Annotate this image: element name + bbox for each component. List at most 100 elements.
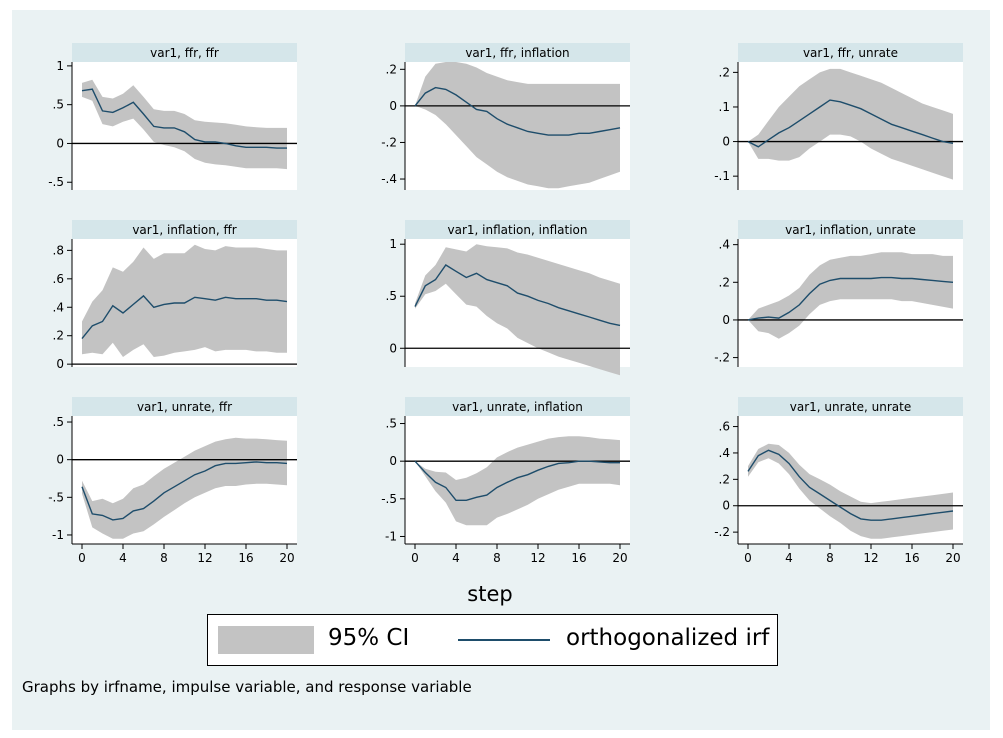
panel-title: var1, inflation, ffr [132,223,236,237]
x-tick-label: 20 [612,551,627,565]
y-tick-label: .2 [719,472,730,486]
x-tick-label: 20 [945,551,960,565]
y-tick-label: .2 [719,275,730,289]
y-tick-label: 0 [722,499,730,513]
irf-line [81,461,288,521]
legend-swatch-ci [218,626,314,654]
y-tick-label: .5 [386,417,397,431]
panel-title: var1, inflation, unrate [785,223,916,237]
panel-title-bar [738,397,963,416]
y-tick-label: -.2 [714,525,730,539]
ci-band [415,436,620,526]
x-tick-label: 12 [197,551,212,565]
x-tick-label: 8 [826,551,834,565]
y-tick-label: .5 [386,289,397,303]
ci-band [748,443,953,539]
y-tick-label: -.1 [714,169,730,183]
y-tick-label: -.5 [48,175,64,189]
y-tick-label: .2 [386,62,397,76]
irf-line [747,276,954,321]
legend-swatch-irf [458,639,550,641]
irf-line [414,264,621,327]
legend-label-ci: 95% CI [328,625,410,651]
y-tick-label: -1 [385,529,397,543]
y-tick-label: 0 [389,99,397,113]
ci-band [415,62,620,189]
panel-6: var1, inflation, unrate -.2 0 .2 .4 [714,220,963,367]
y-tick-label: .4 [53,300,64,314]
legend: 95% CI orthogonalized irf [207,614,778,666]
y-tick-label: .2 [53,329,64,343]
irf-line [414,86,621,136]
panel-title: var1, ffr, unrate [803,46,898,60]
irf-line [414,460,620,501]
x-tick-label: 8 [493,551,501,565]
x-axis-title: step [467,582,513,606]
y-tick-label: -.2 [381,135,397,149]
y-tick-label: -1 [52,528,64,542]
panel-title: var1, unrate, inflation [452,400,583,414]
x-tick-label: 16 [571,551,586,565]
y-tick-label: .5 [53,98,64,112]
panel-title: var1, ffr, inflation [465,46,569,60]
x-tick-label: 16 [904,551,919,565]
irf-line [747,449,954,521]
y-tick-label: 0 [56,453,64,467]
x-tick-label: 12 [863,551,878,565]
panel-title: var1, unrate, ffr [137,400,232,414]
y-tick-label: 0 [389,341,397,355]
panel-4: var1, inflation, ffr 0 .2 .4 .6 .8 [53,220,297,371]
y-tick-label: 0 [722,313,730,327]
y-tick-label: .5 [53,415,64,429]
y-tick-label: .4 [719,446,730,460]
y-tick-label: 0 [56,136,64,150]
irf-line [81,294,288,340]
panel-title-bar [738,220,963,239]
panel-title-bar [405,397,630,416]
panel-8: var1, unrate, inflation -1 -.5 0 .5 0 4 8 12 16 20 [381,397,630,565]
y-tick-label: -.5 [381,492,397,506]
x-tick-label: 4 [452,551,460,565]
panel-7: var1, unrate, ffr -1 -.5 0 .5 0 4 8 12 16 20 [48,397,297,565]
irf-line [747,99,954,148]
legend-label-irf: orthogonalized irf [566,625,770,651]
panel-9: var1, unrate, unrate -.2 0 .2 .4 .6 0 4 8 12 16 20 [714,397,963,565]
y-tick-label: .4 [719,238,730,252]
panel-title-bar [72,43,297,62]
y-tick-label: -.2 [714,351,730,365]
ci-band [748,252,953,339]
x-tick-label: 0 [78,551,86,565]
panel-title-bar [72,220,297,239]
panel-3: var1, ffr, unrate -.1 0 .1 .2 [714,43,963,190]
y-tick-label: 0 [56,357,64,371]
panel-title-bar [405,220,630,239]
y-tick-label: .6 [719,420,730,434]
y-tick-label: 1 [389,237,397,251]
x-tick-label: 16 [238,551,253,565]
x-tick-label: 0 [411,551,419,565]
y-tick-label: .2 [719,65,730,79]
y-tick-label: 0 [389,454,397,468]
y-tick-label: .8 [53,243,64,257]
y-tick-label: -.4 [381,172,397,186]
panel-title: var1, unrate, unrate [790,400,911,414]
panel-title-bar [738,43,963,62]
x-tick-label: 4 [119,551,127,565]
graph-note: Graphs by irfname, impulse variable, and… [22,678,472,696]
panel-2: var1, ffr, inflation -.4 -.2 0 .2 [381,43,630,190]
panel-1: var1, ffr, ffr -.5 0 .5 1 [48,43,297,190]
y-tick-label: 0 [722,135,730,149]
y-tick-label: -.5 [48,490,64,504]
x-tick-label: 20 [279,551,294,565]
x-tick-label: 12 [530,551,545,565]
ci-band [82,244,287,357]
x-tick-label: 8 [160,551,168,565]
y-tick-label: .1 [719,100,730,114]
panel-title-bar [405,43,630,62]
y-tick-label: .6 [53,272,64,286]
ci-band [748,68,953,180]
irf-line [81,88,287,149]
panel-5: var1, inflation, inflation 0 .5 1 [386,220,630,376]
y-tick-label: 1 [56,59,64,73]
